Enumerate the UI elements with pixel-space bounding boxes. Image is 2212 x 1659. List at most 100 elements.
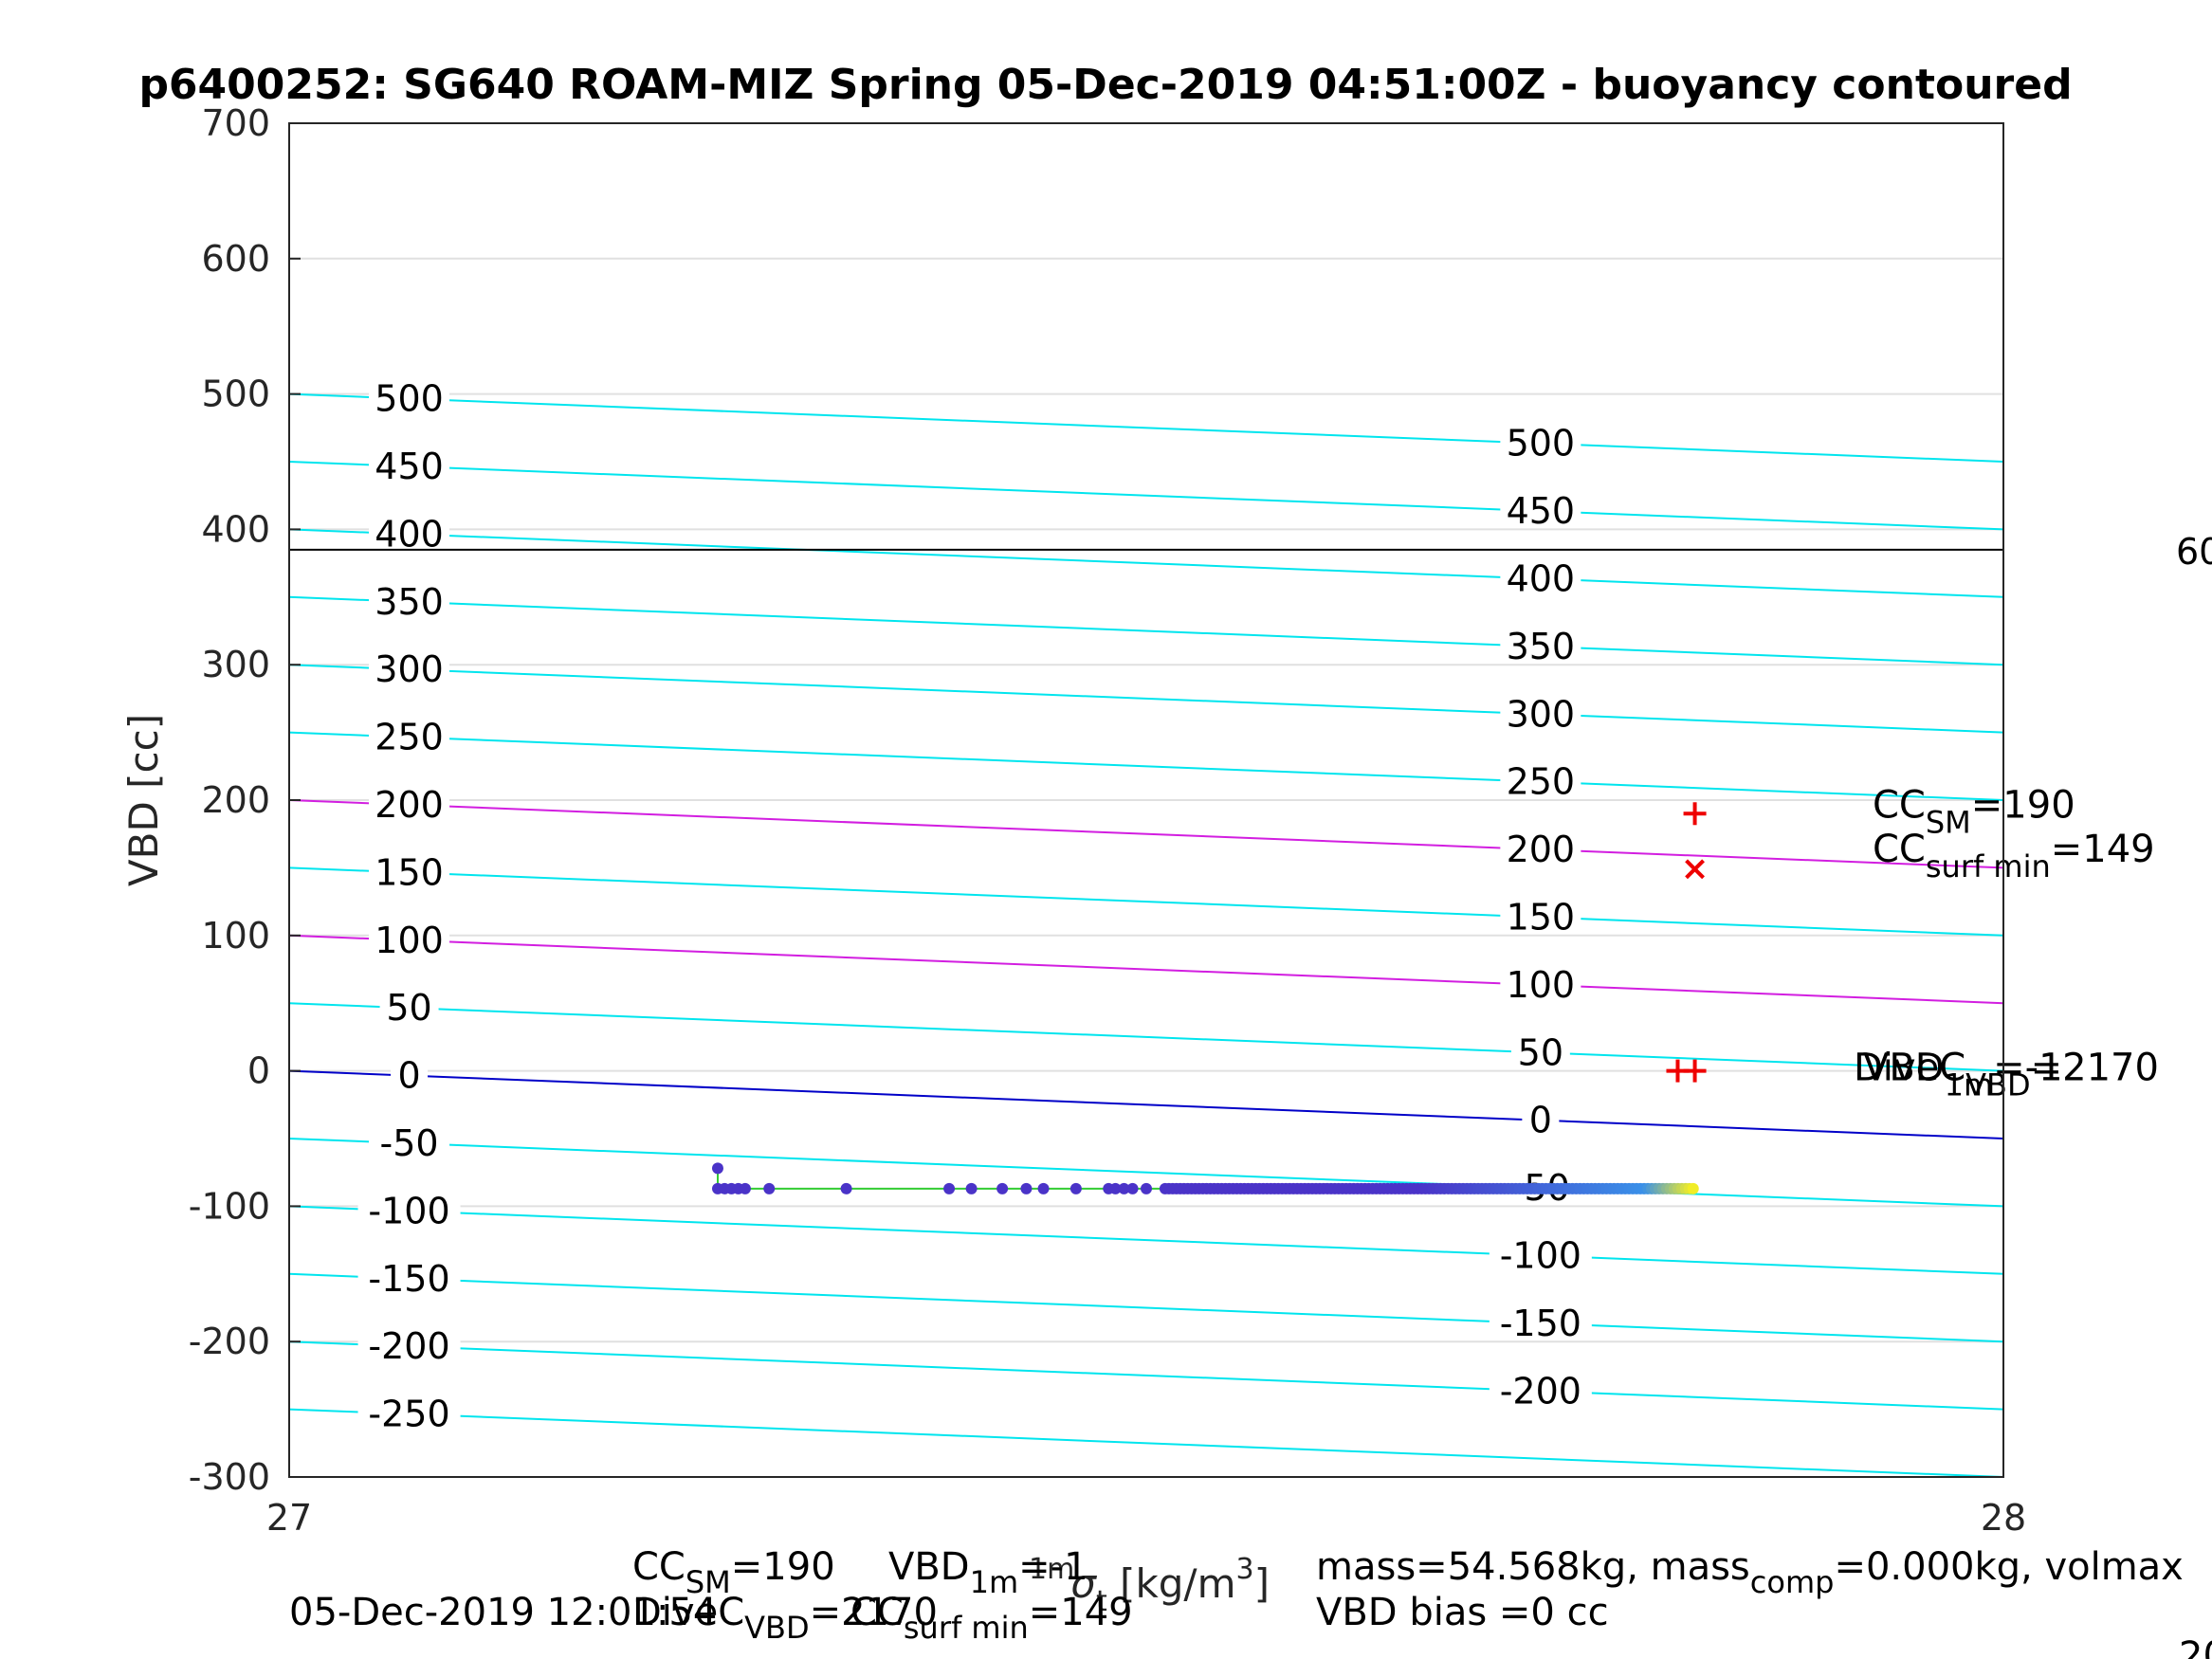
marker-label-value: =190: [1971, 783, 2075, 827]
contour-label: 500: [375, 378, 444, 420]
contour-label-bg: [369, 919, 450, 957]
contour-label-bg: [1500, 625, 1581, 664]
x-axis-label-main: σ: [1070, 1560, 1097, 1607]
y-tick-label: 400: [201, 508, 270, 550]
contour-label: 50: [386, 987, 431, 1029]
x-tick-label: 28: [1981, 1497, 2026, 1539]
contour-label-bg: [1500, 490, 1581, 529]
footer-vbd-bias: VBD bias =0 cc: [1316, 1591, 1609, 1634]
contour-label: 100: [1507, 964, 1576, 1006]
contour-line: [288, 461, 2004, 531]
contour-line: [288, 1340, 2004, 1411]
footer-vbd-1m: VBD1m=-1: [888, 1545, 1088, 1600]
contour-label: 400: [375, 513, 444, 555]
contour-line: [288, 1002, 2004, 1072]
marker-label-main: DiveC: [1854, 1047, 1965, 1090]
contour-label: 200: [1507, 829, 1576, 870]
y-axis-label: VBD [cc]: [120, 714, 167, 886]
contour-label-bg: [1500, 896, 1581, 935]
grid-lines: [289, 122, 2003, 1478]
y-tick-label: -300: [189, 1456, 270, 1498]
contour-line: [288, 866, 2004, 937]
footer-divec: DiveCVBD=2170: [632, 1591, 938, 1646]
contour-label: -200: [368, 1325, 449, 1367]
contour-line: [288, 1272, 2004, 1343]
y-tick-label: 300: [201, 644, 270, 685]
contour-label-bg: [1500, 693, 1581, 732]
contour-zero: [288, 1069, 2004, 1139]
contour-label-bg: [369, 377, 450, 416]
contour-label: -250: [368, 1394, 449, 1435]
reference-line-label: 60: [2176, 531, 2212, 573]
dive-point: [1109, 1182, 1122, 1194]
x-axis-label-unit-sup: 3: [1236, 1553, 1254, 1586]
marker-label-value: =-1: [1993, 1047, 2062, 1090]
contour-label-bg: [1489, 1234, 1592, 1273]
dive-point: [965, 1182, 978, 1194]
x-axis-label: 1mσt [kg/m3]: [1029, 1553, 1270, 1618]
contour-label: 0: [1529, 1100, 1552, 1141]
dive-point-top: [712, 1162, 723, 1175]
dive-point: [996, 1182, 1009, 1194]
dive-point: [1020, 1182, 1033, 1194]
dive-point: [1687, 1182, 1699, 1194]
contour-label: -150: [1500, 1303, 1581, 1344]
contour-magenta: [288, 934, 2004, 1005]
contour-label: 450: [1507, 490, 1576, 532]
dive-point: [1069, 1182, 1082, 1194]
contour-label-bg: [357, 1393, 461, 1431]
marker-label: CCsurf min=149: [1873, 828, 2155, 884]
marker-label: CCSM=190: [1873, 783, 2075, 840]
contour-label-bg: [1489, 1302, 1592, 1340]
contour-label-bg: [357, 1325, 461, 1364]
marker-label-sub: VBD: [1965, 1067, 2030, 1103]
y-tick-label: 600: [201, 238, 270, 280]
x-axis-ticks: 27 28: [266, 1464, 2026, 1539]
contour-label: 150: [1507, 897, 1576, 939]
buoyancy-contours: [288, 392, 2004, 1478]
contour-label-bg: [1500, 963, 1581, 1002]
contour-label-bg: [379, 987, 439, 1026]
dive-point: [840, 1182, 852, 1194]
marker-label: DiveCVBD=2170: [1854, 1047, 2159, 1103]
contour-label: 500: [1507, 423, 1576, 465]
contour-label: 0: [397, 1055, 420, 1097]
contour-line: [288, 595, 2004, 666]
contour-label-bg: [369, 851, 450, 890]
marker-label-sub: 1m: [1945, 1067, 1994, 1103]
contour-label: 50: [1518, 1031, 1563, 1073]
marker-label-sub: SM: [1926, 804, 1971, 840]
contour-line: [288, 731, 2004, 801]
marker-x: [1685, 859, 1705, 880]
contour-label-bg: [391, 1054, 429, 1093]
contour-label: -50: [380, 1122, 439, 1164]
contour-label-bg: [369, 783, 450, 822]
contour-label: 300: [375, 648, 444, 690]
contour-label-bg: [1510, 1031, 1570, 1070]
contour-label-bg: [369, 1121, 450, 1160]
x-axis-label-sub: t: [1096, 1585, 1107, 1618]
x-axis-label-unit: [kg/m: [1107, 1560, 1236, 1607]
reference-line: 60: [289, 531, 2212, 573]
contour-label-bg: [369, 716, 450, 755]
footer-cut-value: 20: [2179, 1634, 2212, 1659]
marker-label-value: =2170: [2031, 1047, 2159, 1090]
contour-line: [288, 664, 2004, 734]
contour-label-bg: [1500, 760, 1581, 799]
contour-label-bg: [1500, 557, 1581, 596]
contour-label-bg: [1500, 422, 1581, 461]
contour-label: 150: [375, 851, 444, 893]
contour-label: 350: [375, 581, 444, 623]
y-axis-ticks: -300 -200 -100 0 100 200 300 400 500 600 700: [189, 102, 301, 1498]
contour-line: [288, 1138, 2004, 1208]
y-tick-label: 0: [247, 1050, 270, 1092]
contour-label-bg: [357, 1257, 461, 1296]
contour-label-bg: [369, 580, 450, 619]
y-tick-label: -100: [189, 1185, 270, 1227]
contour-label-bg: [369, 445, 450, 483]
x-axis-label-sup: 1m: [1029, 1553, 1074, 1586]
dive-series: [712, 1162, 1699, 1194]
y-tick-label: -200: [189, 1321, 270, 1362]
contour-line: [288, 1408, 2004, 1478]
contour-label: -100: [368, 1190, 449, 1231]
